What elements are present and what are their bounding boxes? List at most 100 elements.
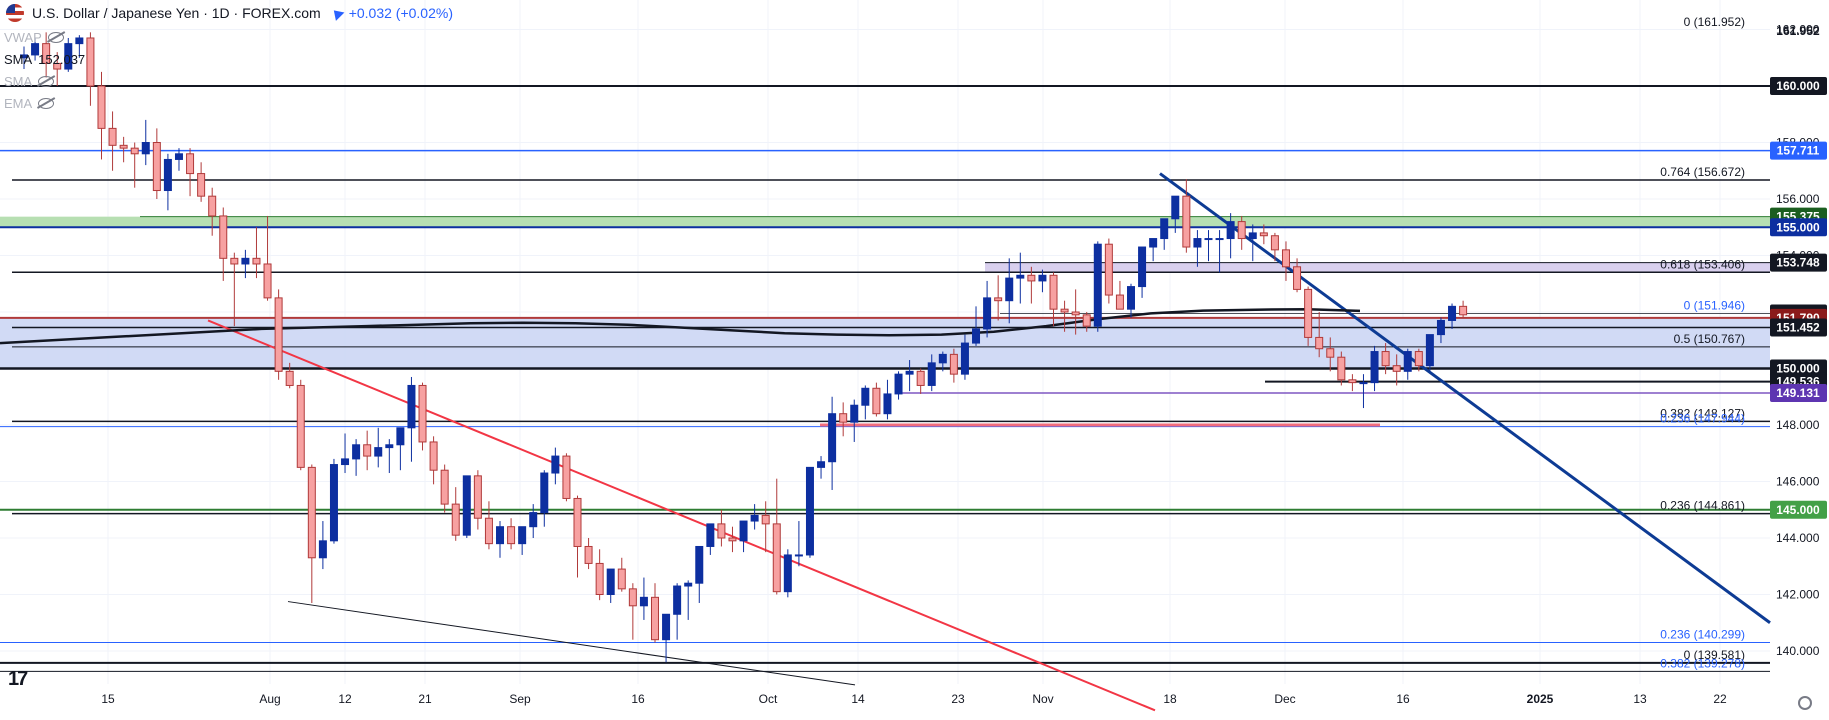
fib-label: 0.236 (144.861) (1660, 499, 1745, 513)
price-tag-bg (1770, 141, 1827, 160)
candle-body (53, 62, 62, 70)
price-tag-label: 161.952 (1776, 24, 1820, 38)
time-tick-label: 18 (1163, 692, 1177, 706)
candle-body (794, 554, 803, 557)
price-tag-label: 149.131 (1776, 386, 1820, 400)
candle-body (783, 554, 792, 593)
candle-body (739, 520, 748, 542)
price-tag: 155.000 (1770, 218, 1827, 237)
price-tag-bg (1770, 218, 1827, 237)
price-tag-label: 157.711 (1777, 144, 1820, 158)
candle-body (75, 37, 84, 45)
price-tick-label: 162.000 (1776, 23, 1820, 37)
candle-body (938, 353, 947, 364)
candle-body (141, 142, 150, 155)
candle-body (186, 153, 195, 175)
candle-body (1149, 238, 1158, 248)
fib-label: 0.236 (140.299) (1660, 628, 1745, 642)
indicator-value: 152.037 (38, 52, 86, 67)
candle-body (1082, 314, 1091, 327)
candle-body (761, 514, 770, 525)
time-tick-label: 22 (1713, 692, 1727, 706)
candle-body (307, 466, 316, 559)
candle-body (1127, 286, 1135, 310)
candle-body (772, 523, 781, 593)
price-tick-label: 140.000 (1776, 644, 1820, 658)
candle-body (20, 54, 28, 59)
indicator-ema[interactable]: EMA (4, 96, 55, 111)
indicator-sma-2[interactable]: SMA (4, 74, 55, 89)
time-axis[interactable]: 15 Aug 12 21 Sep 16 Oct 14 23 Nov 18 Dec 16 2025 13 22 (101, 692, 1727, 706)
fib-label: 0.236 (147.944) (1660, 412, 1745, 426)
candle-body (606, 568, 615, 596)
candle-body (1370, 351, 1379, 384)
time-tick-label: 13 (1633, 692, 1647, 706)
candle-body (230, 257, 239, 265)
candle-body (507, 526, 516, 545)
candle-body (1060, 308, 1069, 313)
hidden-eye-icon[interactable] (38, 98, 55, 109)
candle-body (1348, 379, 1357, 384)
price-tag: 160.000 (1770, 77, 1827, 95)
support-zone-blue (0, 317, 1770, 369)
fib-label: 0.5 (150.767) (1674, 332, 1745, 346)
candle-body (42, 43, 51, 64)
candle-body (1293, 266, 1302, 290)
candle-body (130, 147, 139, 155)
candle-body (97, 85, 106, 129)
candle-body (496, 526, 505, 545)
candle-body (1337, 356, 1346, 381)
time-tick-label: Dec (1274, 692, 1295, 706)
usd-jpy-flag-icon (6, 4, 24, 22)
candle-body (1226, 221, 1235, 240)
settings-gear-icon[interactable] (1798, 696, 1812, 710)
candle-body (1237, 221, 1246, 240)
candle-body (429, 441, 438, 471)
symbol-title[interactable]: U.S. Dollar / Japanese Yen · 1D · FOREX.… (32, 5, 321, 21)
candle-body (650, 596, 659, 641)
price-tag-bg (1770, 318, 1827, 337)
candle-body (551, 455, 560, 474)
candle-body (805, 466, 814, 556)
candle-body (540, 472, 549, 514)
candle-body (263, 263, 272, 299)
candle-body (684, 582, 693, 587)
price-tick-label: 156.000 (1776, 192, 1820, 206)
hidden-eye-icon[interactable] (47, 32, 64, 43)
candle-body (562, 455, 571, 499)
time-tick-label: 23 (951, 692, 965, 706)
time-tick-label: 21 (418, 692, 432, 706)
candle-body (1359, 382, 1368, 385)
candle-body (872, 387, 881, 415)
price-tag-label: 160.000 (1776, 79, 1820, 93)
chart-header: U.S. Dollar / Japanese Yen · 1D · FOREX.… (0, 0, 453, 26)
time-tick-label: Oct (759, 692, 778, 706)
candle-body (518, 526, 527, 545)
candle-body (673, 585, 682, 615)
candle-body (1171, 195, 1180, 220)
hidden-eye-icon[interactable] (38, 76, 55, 87)
price-change: +0.032 (+0.02%) (348, 5, 453, 21)
candle-body (208, 195, 217, 217)
change-arrow-icon (329, 5, 345, 21)
candle-body (1270, 235, 1279, 251)
candle-body (152, 142, 161, 192)
candle-body (241, 257, 250, 265)
candle-body (1204, 238, 1213, 241)
indicator-sma[interactable]: SMA 152.037 (4, 52, 85, 67)
candle-body (1049, 274, 1058, 310)
tradingview-logo[interactable]: 17 (8, 668, 28, 690)
candle-body (1436, 319, 1445, 336)
candle-body (418, 384, 427, 443)
candle-body (662, 613, 671, 641)
candle-body (1448, 305, 1457, 321)
candle-body (839, 413, 848, 423)
indicator-vwap[interactable]: VWAP (4, 30, 64, 45)
candle-body (850, 404, 859, 423)
fib-label: 0.764 (156.672) (1660, 165, 1745, 179)
price-tick-label: 144.000 (1776, 531, 1820, 545)
candle-body (1326, 348, 1335, 358)
indicator-label: VWAP (4, 30, 42, 45)
price-axis[interactable]: 140.000 142.000 144.000 146.000 148.000 150.0… (1770, 23, 1827, 659)
